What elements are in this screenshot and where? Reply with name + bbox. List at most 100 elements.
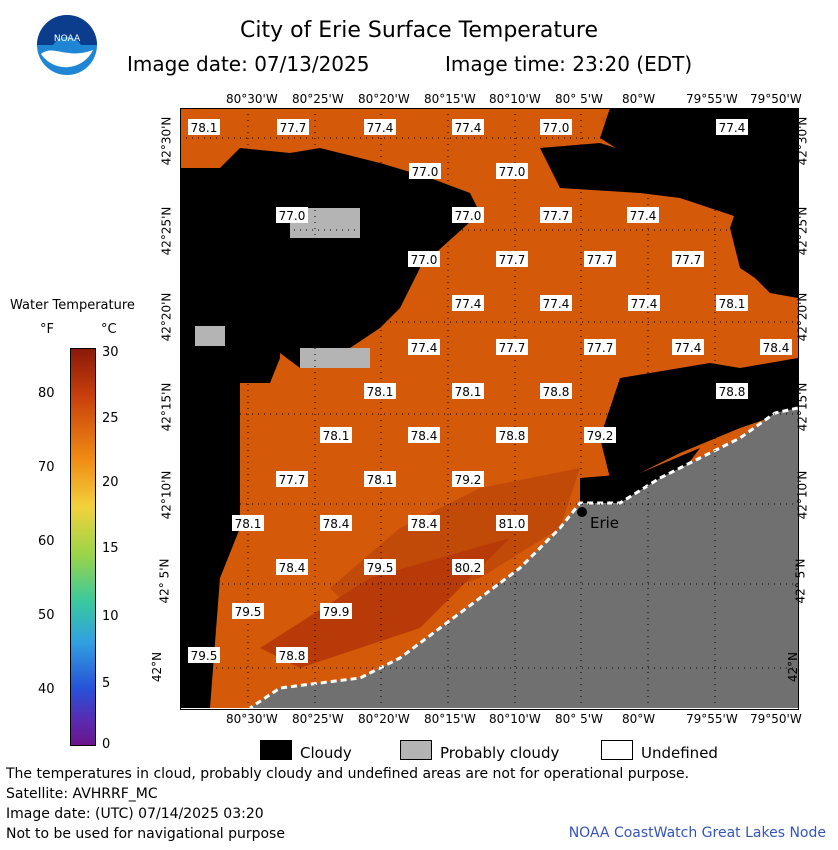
- lon-label-bottom: 79°50'W: [750, 712, 802, 726]
- f-tick-70: 70: [38, 460, 55, 475]
- temp-label-box: [672, 339, 704, 355]
- city-label-erie: Erie: [590, 514, 619, 532]
- temp-label: 78.1: [719, 297, 746, 311]
- lon-label-bottom: 79°55'W: [686, 712, 738, 726]
- temp-label-box: [408, 251, 440, 267]
- temp-label: 78.4: [411, 429, 438, 443]
- unit-fahrenheit: °F: [40, 322, 54, 337]
- temp-label-box: [452, 295, 484, 311]
- temp-label: 77.7: [279, 473, 306, 487]
- temp-label-box: [540, 383, 572, 399]
- temp-label: 78.4: [763, 341, 790, 355]
- temp-label: 77.4: [411, 341, 438, 355]
- temp-label: 79.5: [235, 605, 262, 619]
- footer-nav-note: Not to be used for navigational purpose: [6, 826, 285, 842]
- noaa-logo-icon: NOAA: [37, 15, 97, 75]
- logo-text: NOAA: [54, 34, 81, 44]
- lon-label-bottom: 80°15'W: [424, 712, 476, 726]
- temp-label: 78.4: [279, 561, 306, 575]
- temp-label-box: [409, 163, 441, 179]
- temp-label: 78.1: [367, 473, 394, 487]
- temp-label-box: [716, 119, 748, 135]
- temperature-map: Erie 78.1 77.7 77.4 77.4 77.0 77.4 77.0 77.0 77.…: [180, 108, 798, 708]
- lon-label-top: 80°W: [622, 92, 656, 106]
- temp-label: 78.8: [499, 429, 526, 443]
- lon-label-top: 80°20'W: [358, 92, 410, 106]
- temp-label: 79.5: [367, 561, 394, 575]
- temp-label-box: [364, 119, 396, 135]
- legend-probably-cloudy-swatch: [400, 740, 432, 760]
- temp-label-box: [496, 339, 528, 355]
- temp-label: 77.4: [455, 297, 482, 311]
- temp-label-box: [277, 119, 309, 135]
- temp-label: 77.4: [719, 121, 746, 135]
- temp-label-box: [452, 207, 484, 223]
- map-frame: [180, 108, 799, 710]
- footer-satellite: Satellite: AVHRRF_MC: [6, 786, 158, 802]
- cloud-area: [540, 143, 798, 218]
- cloud-area: [600, 358, 798, 478]
- erie-marker-icon: [577, 507, 587, 517]
- temp-label-box: [364, 559, 396, 575]
- temp-label-box: [188, 647, 220, 663]
- temp-label: 79.2: [587, 429, 614, 443]
- lat-label-right: 42° 5'N: [793, 558, 808, 604]
- temp-label: 78.8: [279, 649, 306, 663]
- temp-label-box: [408, 427, 440, 443]
- legend-undefined-label: Undefined: [641, 744, 718, 762]
- lat-label-right: 42°30'N: [795, 116, 810, 166]
- lat-label-left: 42°N: [150, 651, 165, 683]
- temperature-labels: 78.1 77.7 77.4 77.4 77.0 77.4 77.0 77.0 77.0 77.0…: [188, 119, 792, 663]
- c-tick-0: 0: [102, 737, 111, 752]
- temp-label-box: [584, 339, 616, 355]
- temp-label: 81.0: [499, 517, 526, 531]
- temp-label: 77.0: [411, 253, 438, 267]
- temp-label: 78.1: [235, 517, 262, 531]
- lon-label-bottom: 80°30'W: [226, 712, 278, 726]
- temp-label-box: [540, 295, 572, 311]
- temp-label: 78.4: [323, 517, 350, 531]
- temp-label-box: [496, 427, 528, 443]
- f-tick-60: 60: [38, 534, 55, 549]
- lon-label-top: 80°30'W: [226, 92, 278, 106]
- temp-label: 79.9: [323, 605, 350, 619]
- c-tick-30: 30: [102, 345, 119, 360]
- temp-label-box: [672, 251, 704, 267]
- f-tick-80: 80: [38, 386, 55, 401]
- temp-label-box: [452, 383, 484, 399]
- temp-label-box: [760, 339, 792, 355]
- temp-label: 78.1: [323, 429, 350, 443]
- image-time: Image time: 23:20 (EDT): [445, 52, 693, 76]
- f-tick-50: 50: [38, 608, 55, 623]
- lon-label-bottom: 80°W: [622, 712, 656, 726]
- temp-label: 77.7: [280, 121, 307, 135]
- footer-utc-date: Image date: (UTC) 07/14/2025 03:20: [6, 806, 264, 822]
- temp-label: 78.1: [367, 385, 394, 399]
- temp-label-box: [540, 207, 572, 223]
- temp-label: 79.2: [455, 473, 482, 487]
- temp-label: 77.4: [631, 297, 658, 311]
- lat-label-right: 42°10'N: [795, 470, 810, 520]
- colorbar-gradient: [70, 348, 96, 746]
- temp-label-box: [452, 559, 484, 575]
- cloud-area: [580, 448, 700, 508]
- lat-label-left: 42° 5'N: [157, 558, 172, 604]
- lat-label-left: 42°20'N: [159, 292, 174, 342]
- temp-label-box: [628, 295, 660, 311]
- temp-label-box: [276, 559, 308, 575]
- lat-label-left: 42°15'N: [159, 382, 174, 432]
- probably-cloudy-patch: [195, 326, 225, 346]
- c-tick-10: 10: [102, 609, 119, 624]
- temp-label: 77.4: [455, 121, 482, 135]
- temp-label: 77.0: [455, 209, 482, 223]
- temp-label-box: [364, 383, 396, 399]
- legend-cloudy-label: Cloudy: [300, 744, 352, 762]
- unit-celsius: °C: [101, 322, 117, 337]
- temp-label-box: [232, 515, 264, 531]
- temp-label-box: [276, 647, 308, 663]
- temp-label-box: [276, 207, 308, 223]
- temp-label-box: [320, 515, 352, 531]
- colorbar-title: Water Temperature: [10, 298, 135, 313]
- temp-label: 77.4: [367, 121, 394, 135]
- temp-label-box: [496, 515, 528, 531]
